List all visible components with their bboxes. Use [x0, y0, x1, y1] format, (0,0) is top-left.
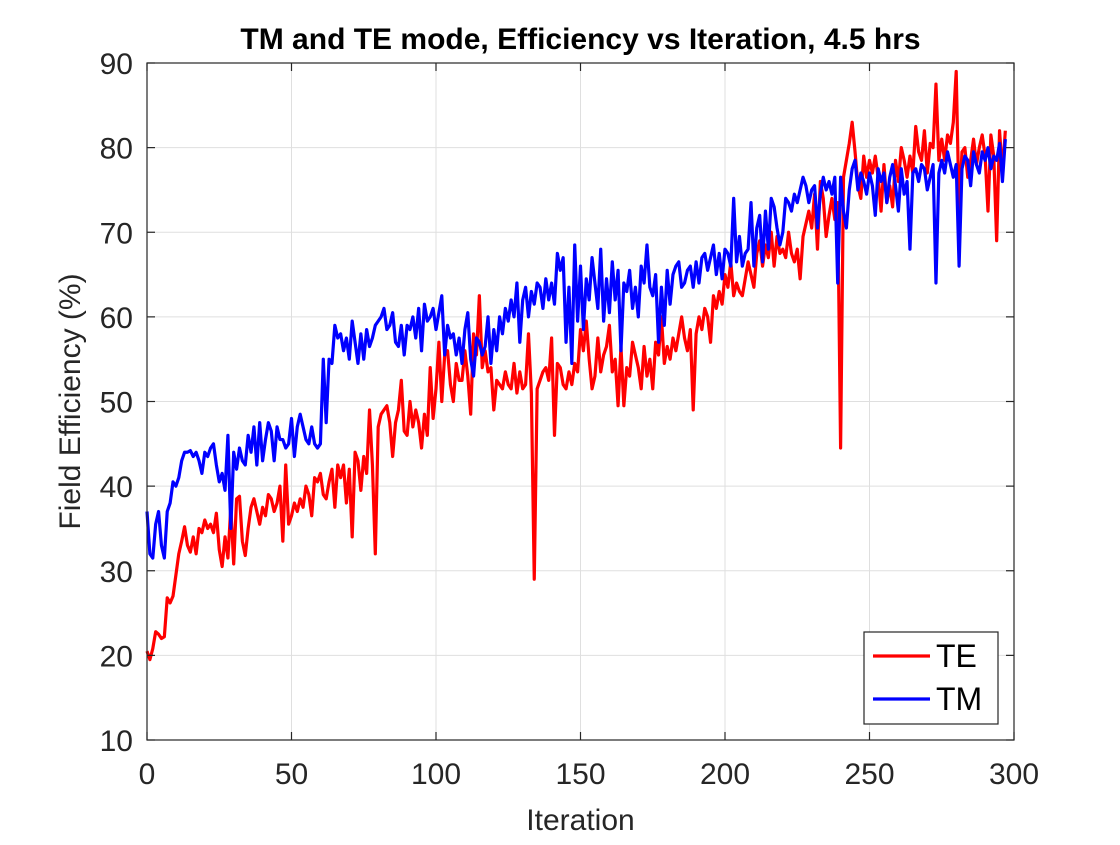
x-tick-label: 50 — [275, 758, 308, 791]
y-tick-label: 80 — [100, 133, 133, 166]
x-tick-label: 300 — [989, 758, 1039, 791]
legend-label-te: TE — [936, 638, 977, 674]
y-tick-label: 50 — [100, 387, 133, 420]
x-tick-label: 0 — [139, 758, 156, 791]
y-tick-label: 30 — [100, 556, 133, 589]
y-tick-label: 60 — [100, 302, 133, 335]
y-axis-label: Field Efficiency (%) — [54, 273, 87, 529]
series-line-tm — [145, 139, 1007, 560]
legend: TE TM — [863, 631, 999, 725]
y-tick-label: 20 — [100, 640, 133, 673]
x-axis-label: Iteration — [526, 804, 634, 837]
legend-label-tm: TM — [936, 681, 982, 717]
y-tick-label: 10 — [100, 725, 133, 758]
x-tick-label: 100 — [411, 758, 461, 791]
y-tick-label: 90 — [100, 48, 133, 81]
legend-box — [863, 631, 999, 725]
x-tick-label: 200 — [700, 758, 750, 791]
x-tick-label: 150 — [555, 758, 605, 791]
series-layer — [145, 69, 1007, 662]
chart-title: TM and TE mode, Efficiency vs Iteration,… — [240, 23, 920, 56]
y-tick-label: 40 — [100, 471, 133, 504]
x-tick-label: 250 — [844, 758, 894, 791]
y-tick-label: 70 — [100, 217, 133, 250]
ticks: 0 50 100 150 200 250 300 10 20 30 40 50 60 70 80 90 — [100, 48, 1039, 791]
